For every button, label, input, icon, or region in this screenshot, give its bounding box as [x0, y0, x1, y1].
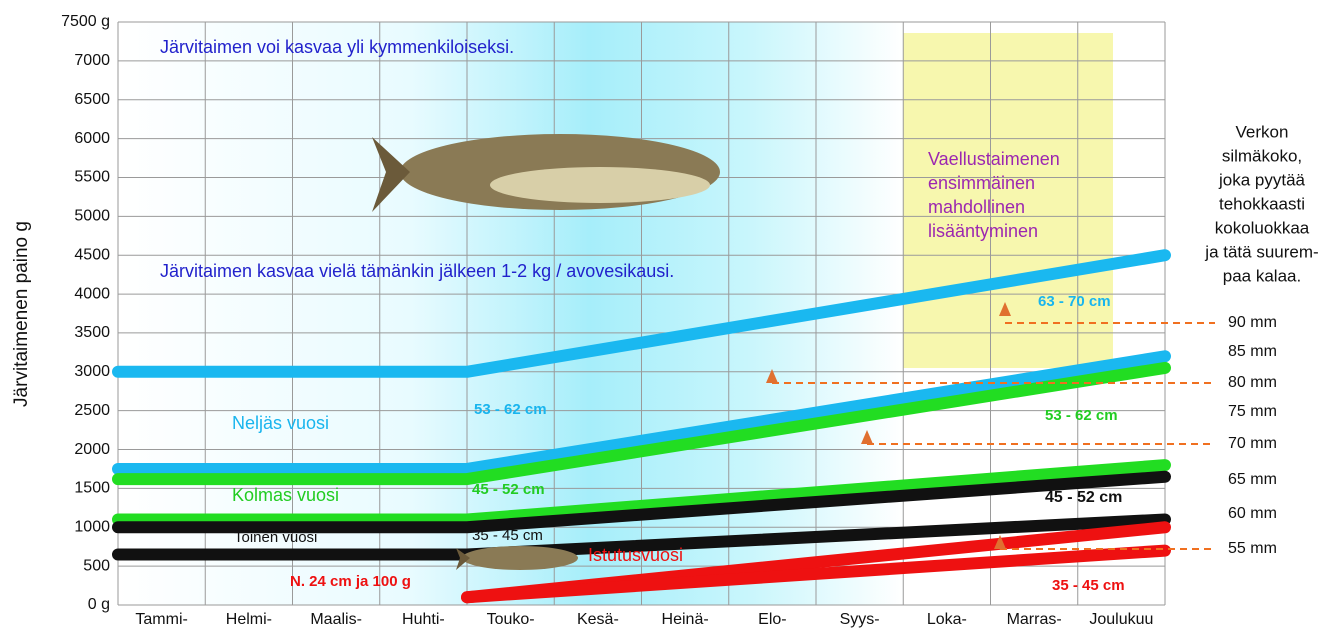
- annotation: 53 - 62 cm: [1045, 407, 1118, 424]
- y-tick-label: 2500: [74, 402, 110, 419]
- x-tick-label: Maalis-: [310, 611, 362, 628]
- annotation: 45 - 52 cm: [472, 481, 545, 498]
- x-tick-label: Helmi-: [226, 611, 272, 628]
- mesh-title: ja tätä suurem-: [1204, 242, 1318, 261]
- y-axis-label: Järvitaimenen paino g: [11, 221, 32, 407]
- y-tick-label: 3000: [74, 363, 110, 380]
- y-tick-label: 0 g: [88, 596, 110, 613]
- x-tick-label: Touko-: [487, 611, 535, 628]
- fish-large: [372, 134, 720, 212]
- mesh-label: 65 mm: [1228, 471, 1277, 488]
- series-line: [112, 350, 1171, 475]
- mesh-title: tehokkaasti: [1219, 194, 1305, 213]
- annotation: Neljäs vuosi: [232, 413, 329, 433]
- mesh-label: 70 mm: [1228, 435, 1277, 452]
- series-line: [112, 470, 1171, 534]
- y-tick-label: 500: [83, 557, 110, 574]
- lines: [112, 249, 1171, 604]
- mesh-label: 75 mm: [1228, 403, 1277, 420]
- y-tick-label: 4500: [74, 246, 110, 263]
- annotation: 35 - 45 cm: [472, 527, 543, 544]
- annotation: Järvitaimen kasvaa vielä tämänkin jälkee…: [160, 261, 674, 281]
- y-tick-label: 2000: [74, 441, 110, 458]
- annotations: 0 g 500 1000 1500 2000 2500 3000 3500 4000 4500 50…: [61, 13, 1319, 628]
- x-tick-label: Kesä-: [577, 611, 619, 628]
- mesh-label: 60 mm: [1228, 505, 1277, 522]
- y-tick-label: 4000: [74, 285, 110, 302]
- annotation: Järvitaimen voi kasvaa yli kymmenkiloise…: [160, 37, 514, 57]
- mesh-title: Verkon: [1236, 122, 1289, 141]
- x-tick-label: Loka-: [927, 611, 967, 628]
- annotation: N. 24 cm ja 100 g: [290, 573, 411, 590]
- x-tick-label: Heinä-: [662, 611, 709, 628]
- y-tick-label: 3500: [74, 324, 110, 341]
- x-tick-label: Syys-: [840, 611, 880, 628]
- annotation: 53 - 62 cm: [474, 401, 547, 418]
- y-tick-label: 1500: [74, 480, 110, 497]
- spawning-note: ensimmäinen: [928, 173, 1035, 193]
- spawning-note: lisääntyminen: [928, 221, 1038, 241]
- annotation: Toinen vuosi: [234, 529, 317, 546]
- mesh-title: silmäkoko,: [1222, 146, 1302, 165]
- series-line: [461, 544, 1171, 604]
- y-tick-label: 7500 g: [61, 13, 110, 30]
- series-line: [112, 361, 1171, 486]
- annotation: 35 - 45 cm: [1052, 577, 1125, 594]
- x-tick-label: Joulukuu: [1089, 611, 1153, 628]
- y-tick-label: 5000: [74, 208, 110, 225]
- series-line: [112, 459, 1171, 526]
- mesh-markers: [766, 302, 1215, 550]
- annotation: Kolmas vuosi: [232, 485, 339, 505]
- spawning-note: Vaellustaimenen: [928, 149, 1060, 169]
- x-tick-label: Huhti-: [402, 611, 445, 628]
- fish-small: [456, 546, 578, 570]
- spawning-note: mahdollinen: [928, 197, 1025, 217]
- mesh-label: 90 mm: [1228, 314, 1277, 331]
- x-tick-label: Tammi-: [135, 611, 187, 628]
- mesh-title: paa kalaa.: [1223, 266, 1301, 285]
- annotation: Istutusvuosi: [588, 545, 683, 565]
- mesh-label: 80 mm: [1228, 374, 1277, 391]
- mesh-label: 85 mm: [1228, 343, 1277, 360]
- mesh-label: 55 mm: [1228, 540, 1277, 557]
- y-tick-label: 1000: [74, 518, 110, 535]
- series-line: [112, 249, 1171, 378]
- y-tick-label: 6000: [74, 130, 110, 147]
- annotation: 63 - 70 cm: [1038, 293, 1111, 310]
- mesh-title: joka pyytää: [1218, 170, 1306, 189]
- x-tick-label: Marras-: [1007, 611, 1062, 628]
- y-tick-label: 5500: [74, 169, 110, 186]
- mesh-title: kokoluokkaa: [1215, 218, 1310, 237]
- y-tick-label: 6500: [74, 91, 110, 108]
- annotation: 45 - 52 cm: [1045, 489, 1122, 506]
- y-tick-label: 7000: [74, 52, 110, 69]
- x-tick-label: Elo-: [758, 611, 786, 628]
